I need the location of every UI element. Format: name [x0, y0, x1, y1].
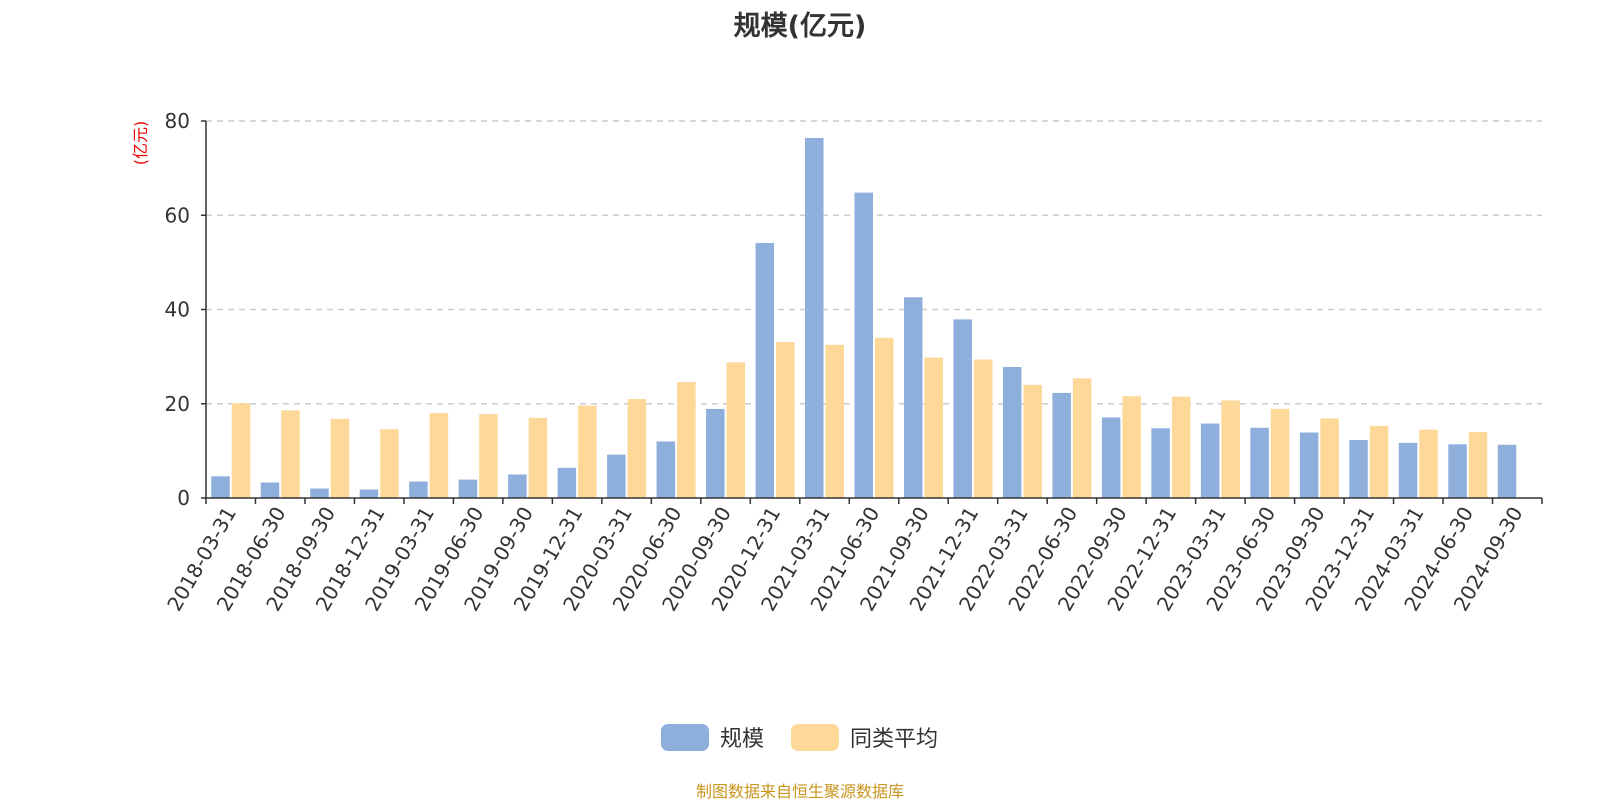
- bar-peer-average-2023-06-30[interactable]: [1270, 408, 1290, 498]
- bar-peer-average-2019-12-31[interactable]: [578, 405, 597, 498]
- x-tick-labels: 2018-03-312018-06-302018-09-302018-12-31…: [162, 503, 1527, 616]
- bar-peer-average-2021-12-31[interactable]: [973, 359, 993, 498]
- bar-scale-2021-06-30[interactable]: [854, 192, 874, 498]
- y-tick-label: 20: [165, 392, 190, 416]
- bar-scale-2018-12-31[interactable]: [359, 489, 379, 498]
- y-tick-label: 60: [165, 203, 190, 227]
- chart-title: 规模(亿元): [733, 11, 867, 42]
- bar-peer-average-2018-06-30[interactable]: [281, 410, 300, 498]
- bar-scale-2023-12-31[interactable]: [1349, 440, 1368, 498]
- bar-peer-average-2024-06-30[interactable]: [1468, 432, 1488, 498]
- bar-peer-average-2024-03-31[interactable]: [1419, 429, 1438, 498]
- bar-peer-average-2020-12-31[interactable]: [776, 342, 795, 498]
- bar-scale-2019-06-30[interactable]: [458, 479, 478, 498]
- bar-scale-2024-09-30[interactable]: [1497, 444, 1517, 498]
- bar-scale-2024-06-30[interactable]: [1448, 444, 1467, 498]
- y-axis-label: (亿元): [131, 121, 150, 166]
- bar-scale-2021-12-31[interactable]: [953, 319, 972, 498]
- bar-peer-average-2021-09-30[interactable]: [924, 357, 943, 498]
- grid-lines: [206, 120, 1542, 405]
- bar-peer-average-2022-12-31[interactable]: [1171, 396, 1191, 498]
- bar-peer-average-2023-03-31[interactable]: [1221, 400, 1240, 498]
- bar-peer-average-2020-03-31[interactable]: [627, 399, 647, 498]
- bar-peer-average-2022-09-30[interactable]: [1122, 396, 1141, 498]
- bar-peer-average-2021-03-31[interactable]: [825, 344, 845, 498]
- y-tick-label: 80: [165, 109, 190, 133]
- bar-peer-average-2020-09-30[interactable]: [726, 362, 746, 498]
- bar-scale-2022-03-31[interactable]: [1002, 366, 1022, 498]
- axes: [201, 120, 1543, 504]
- bar-scale-2019-12-31[interactable]: [557, 467, 577, 498]
- bar-scale-2018-06-30[interactable]: [260, 482, 280, 498]
- legend-label: 同类平均: [850, 727, 938, 752]
- bar-scale-2023-03-31[interactable]: [1200, 423, 1220, 498]
- bar-scale-2023-09-30[interactable]: [1299, 432, 1319, 498]
- bar-scale-2021-09-30[interactable]: [903, 297, 923, 498]
- bar-peer-average-2018-12-31[interactable]: [380, 429, 399, 498]
- y-tick-label: 40: [165, 298, 190, 322]
- bar-scale-2020-03-31[interactable]: [607, 454, 626, 498]
- legend[interactable]: 规模 同类平均: [661, 724, 938, 752]
- bar-peer-average-2019-03-31[interactable]: [429, 413, 449, 498]
- source-note: 制图数据来自恒生聚源数据库: [695, 782, 904, 801]
- bar-scale-2024-03-31[interactable]: [1398, 442, 1418, 498]
- bar-scale-2018-03-31[interactable]: [211, 476, 230, 498]
- y-tick-labels: 0 20 40 60 80: [165, 109, 190, 510]
- bar-scale-2022-09-30[interactable]: [1101, 417, 1121, 498]
- bar-scale-2020-06-30[interactable]: [656, 441, 676, 498]
- y-tick-label: 0: [177, 486, 190, 510]
- bar-peer-average-2023-09-30[interactable]: [1320, 418, 1339, 498]
- bar-peer-average-2020-06-30[interactable]: [677, 382, 696, 498]
- bar-peer-average-2022-03-31[interactable]: [1023, 384, 1042, 498]
- legend-swatch: [661, 724, 709, 751]
- bar-scale-2019-03-31[interactable]: [409, 481, 428, 498]
- bar-peer-average-2019-06-30[interactable]: [479, 414, 498, 498]
- bar-scale-2019-09-30[interactable]: [508, 474, 527, 498]
- bar-peer-average-2021-06-30[interactable]: [875, 337, 894, 498]
- bar-peer-average-2022-06-30[interactable]: [1072, 378, 1092, 498]
- bar-scale-2020-12-31[interactable]: [755, 243, 775, 498]
- bar-scale-2020-09-30[interactable]: [706, 408, 725, 498]
- bars: [211, 137, 1517, 498]
- legend-item-scale[interactable]: 规模: [661, 724, 764, 752]
- bar-scale-2018-09-30[interactable]: [310, 488, 329, 498]
- bar-scale-2021-03-31[interactable]: [805, 137, 824, 498]
- bar-peer-average-2018-09-30[interactable]: [330, 418, 350, 498]
- legend-swatch: [791, 724, 839, 751]
- bar-scale-2023-06-30[interactable]: [1250, 427, 1269, 498]
- legend-label: 规模: [720, 727, 764, 752]
- bar-peer-average-2019-09-30[interactable]: [528, 417, 548, 498]
- bar-peer-average-2023-12-31[interactable]: [1369, 425, 1389, 498]
- legend-item-peer-average[interactable]: 同类平均: [791, 724, 938, 752]
- bar-peer-average-2018-03-31[interactable]: [231, 403, 251, 498]
- bar-scale-2022-12-31[interactable]: [1151, 428, 1170, 498]
- bar-scale-2022-06-30[interactable]: [1052, 392, 1071, 498]
